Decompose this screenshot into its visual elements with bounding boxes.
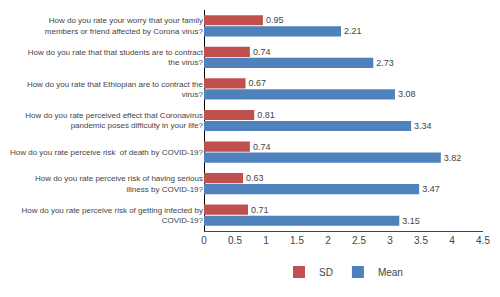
svg-text:Mean: Mean	[378, 267, 403, 278]
svg-text:4: 4	[449, 235, 455, 246]
svg-text:0.71: 0.71	[251, 205, 269, 215]
svg-text:3.15: 3.15	[402, 216, 420, 226]
svg-text:How do you rate perceived effe: How do you rate perceived effect that Co…	[25, 111, 203, 130]
svg-text:2.73: 2.73	[376, 58, 394, 68]
svg-text:3: 3	[387, 235, 393, 246]
svg-text:1: 1	[263, 235, 269, 246]
svg-text:3.34: 3.34	[414, 121, 432, 131]
svg-text:3.08: 3.08	[398, 89, 416, 99]
svg-text:0.67: 0.67	[249, 78, 267, 88]
svg-text:2: 2	[325, 235, 331, 246]
svg-text:3.82: 3.82	[444, 153, 462, 163]
svg-text:How do you rate your worry tha: How do you rate your worry that your fam…	[45, 16, 204, 35]
svg-text:How do you rate perceive risk: How do you rate perceive risk of death b…	[10, 148, 204, 157]
svg-text:0.74: 0.74	[253, 47, 271, 57]
svg-text:0: 0	[201, 235, 207, 246]
svg-text:0.63: 0.63	[246, 173, 264, 183]
svg-text:3.5: 3.5	[414, 235, 428, 246]
svg-text:How do you rate that Ethiopian: How do you rate that Ethiopian are to co…	[27, 80, 204, 99]
svg-text:1.5: 1.5	[290, 235, 304, 246]
svg-text:How do you rate that that stud: How do you rate that that students are t…	[28, 48, 204, 67]
svg-text:2.21: 2.21	[344, 26, 362, 36]
svg-text:How do you rate perceive risk: How do you rate perceive risk of getting…	[22, 206, 204, 225]
svg-text:0.5: 0.5	[228, 235, 242, 246]
svg-text:0.81: 0.81	[257, 110, 275, 120]
svg-text:SD: SD	[319, 267, 333, 278]
svg-text:3.47: 3.47	[422, 184, 440, 194]
svg-text:0.95: 0.95	[266, 15, 284, 25]
svg-text:How do you rate perceive risk: How do you rate perceive risk of having …	[35, 174, 204, 193]
svg-text:2.5: 2.5	[352, 235, 366, 246]
svg-text:4.5: 4.5	[476, 235, 490, 246]
svg-text:0.74: 0.74	[253, 142, 271, 152]
